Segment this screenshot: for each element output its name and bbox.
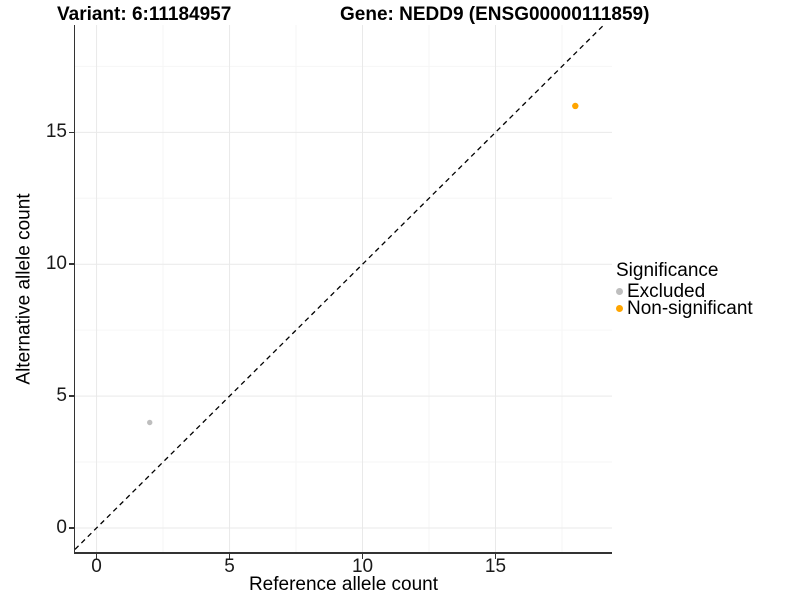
plot-canvas <box>74 24 612 552</box>
excluded-point-icon <box>616 288 623 295</box>
y-tick-label: 15 <box>45 121 67 143</box>
x-tick-mark <box>95 553 98 559</box>
x-axis-line <box>73 552 612 554</box>
y-tick-label: 5 <box>56 385 67 407</box>
plot-title-gene: Gene: NEDD9 (ENSG00000111859) <box>340 4 650 25</box>
y-tick-mark <box>68 263 74 265</box>
y-axis-title: Alternative allele count <box>13 192 34 385</box>
y-axis-line <box>73 25 75 554</box>
x-tick-mark <box>361 553 364 559</box>
x-axis-title: Reference allele count <box>248 574 439 595</box>
data-point-excluded <box>147 419 153 426</box>
data-point-non-significant <box>572 102 579 110</box>
y-tick-label: 10 <box>45 253 67 275</box>
x-tick-mark <box>228 553 231 559</box>
legend-item-excluded: Excluded <box>616 280 800 302</box>
y-tick-label: 0 <box>56 516 67 538</box>
legend-item-non-significant: Non-significant <box>616 297 800 319</box>
x-tick-label: 10 <box>351 556 374 577</box>
non-significant-point-icon <box>616 305 623 312</box>
y-tick-mark <box>68 395 74 397</box>
legend: Significance Excluded Non-significant <box>616 260 800 319</box>
plot-title-variant: Variant: 6:11184957 <box>57 4 232 25</box>
legend-label-excluded: Excluded <box>627 280 706 302</box>
plot-panel <box>74 24 612 552</box>
identity-reference-line <box>74 24 605 550</box>
legend-label-non-significant: Non-significant <box>627 297 753 319</box>
x-tick-label: 5 <box>224 556 235 577</box>
x-tick-label: 15 <box>484 556 507 577</box>
y-tick-mark <box>68 527 74 529</box>
y-tick-mark <box>68 131 74 134</box>
legend-title: Significance <box>616 260 719 281</box>
x-tick-label: 0 <box>91 556 102 577</box>
x-tick-mark <box>494 553 497 559</box>
